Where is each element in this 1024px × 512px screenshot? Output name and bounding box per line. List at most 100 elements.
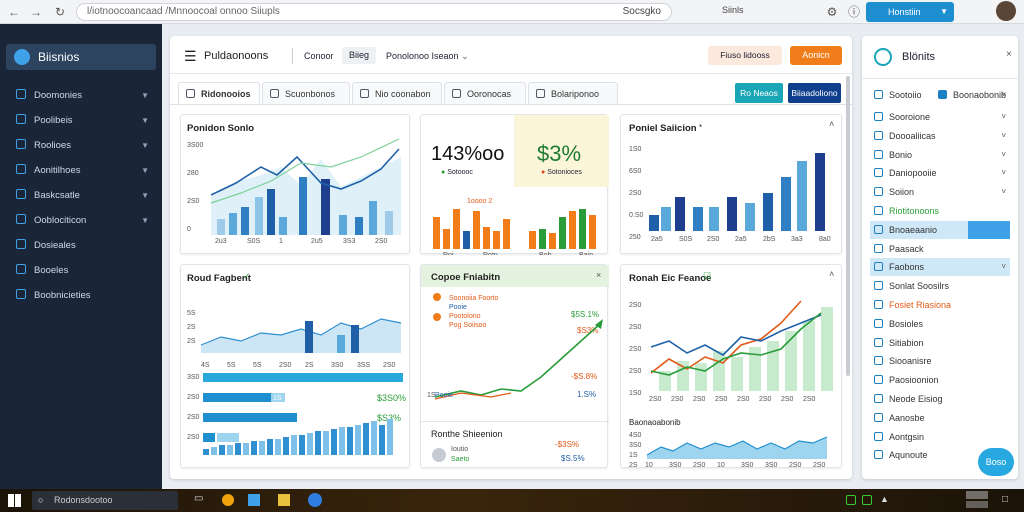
close-icon[interactable]: ×	[1006, 49, 1012, 60]
clock-date[interactable]	[966, 501, 988, 508]
tab-4[interactable]: Ooronocas	[444, 82, 526, 104]
x-tick-label: 3S0	[765, 462, 778, 469]
secondary-tab-button[interactable]: Biiaadoliono	[788, 83, 841, 103]
bar	[731, 357, 743, 391]
explorer-app-icon[interactable]	[248, 494, 260, 506]
settings-icon[interactable]: ⚙	[826, 5, 838, 19]
value-label: -$3S%	[555, 440, 579, 449]
panel-item-8[interactable]: Paasack	[870, 240, 1010, 258]
bar	[299, 177, 307, 235]
sidebar-item-5[interactable]: Baskcsatle ▼	[10, 186, 155, 206]
panel-item-1[interactable]: Sooroione ˅	[870, 108, 1010, 126]
files-app-icon[interactable]	[278, 494, 290, 506]
panel-item-5[interactable]: Soiion ˅	[870, 183, 1010, 201]
action-button[interactable]: Aonicn	[790, 46, 842, 65]
x-tick-label: S0S	[247, 238, 261, 245]
panel-item-19[interactable]: Aqunoute	[870, 446, 1010, 464]
bar	[483, 227, 490, 249]
avatar[interactable]	[996, 1, 1016, 21]
x-tick-label: 2S	[305, 362, 314, 369]
panel-top-item-2[interactable]: Boonaobonib ˅	[934, 86, 1010, 104]
app-brand[interactable]: Biisnios	[6, 44, 156, 70]
item-icon	[874, 168, 883, 178]
sidebar-item-2[interactable]: Poolibeis ▼	[10, 111, 155, 131]
sidebar-item-8[interactable]: Booeles	[10, 261, 155, 281]
x-tick-label: 8a0	[819, 236, 831, 243]
scrollbar[interactable]	[846, 76, 850, 376]
sidebar-item-1[interactable]: Doomonies ▼	[10, 86, 155, 106]
tab-1[interactable]: Ridonooios	[178, 82, 260, 104]
chevron-up-icon[interactable]: ˄	[829, 119, 835, 129]
panel-item-13[interactable]: Sitiabion	[870, 334, 1010, 352]
panel-item-3[interactable]: Bonio ˅	[870, 146, 1010, 164]
header-link-1[interactable]: Conoor	[304, 51, 334, 61]
panel-item-16[interactable]: Neode Eisiog	[870, 390, 1010, 408]
url-bar[interactable]: l/iotnoocoancaad /Mnnoocoal onnoo Siiupl…	[76, 3, 672, 21]
help-fab[interactable]: Boso	[978, 448, 1014, 476]
x-tick-label: 5S	[227, 362, 236, 369]
info-icon[interactable]: ⓘ	[847, 5, 860, 19]
panel-item-2[interactable]: Doooaliicas ˅	[870, 127, 1010, 145]
x-tick-label: 2S0	[693, 396, 706, 403]
x-tick-label: 2bS	[763, 236, 776, 243]
search-button[interactable]: Fiuso lidooss	[708, 46, 782, 65]
sidebar-item-3[interactable]: Roolioes ▼	[10, 136, 155, 156]
tab-5[interactable]: Bolariponoo	[528, 82, 618, 104]
bar	[803, 321, 815, 391]
tab-3[interactable]: Nio coonabon	[352, 82, 442, 104]
sidebar-item-9[interactable]: Boobnicieties	[10, 286, 155, 306]
bar	[279, 217, 287, 235]
item-icon	[874, 375, 883, 385]
windows-start-icon[interactable]	[8, 494, 21, 507]
edge-app-icon[interactable]	[308, 493, 322, 507]
bar	[713, 351, 725, 391]
menu-icon[interactable]: ☰	[184, 48, 197, 64]
panel-item-7[interactable]: Bnoaeaanio	[870, 220, 1010, 239]
primary-tab-button[interactable]: Ro Neaos	[735, 83, 783, 103]
panel-item-label: Doooaliicas	[889, 130, 936, 141]
bar	[579, 209, 586, 249]
panel-item-9[interactable]: Faobons ˅	[870, 258, 1010, 277]
reload-icon[interactable]: ↻	[54, 5, 66, 19]
panel-item-18[interactable]: Aontgsin	[870, 428, 1010, 446]
panel-item-17[interactable]: Aanosbe	[870, 409, 1010, 427]
tray-icon[interactable]	[846, 495, 856, 505]
tray-icon[interactable]	[862, 495, 872, 505]
sidebar-item-6[interactable]: Ooblociticon ▼	[10, 211, 155, 231]
clock-time[interactable]	[966, 491, 988, 499]
panel-item-10[interactable]: Sonlat Soosilrs	[870, 277, 1010, 295]
card-sales-trend: Ponidon Sonlo 3S00 280 2S0 0 2u3 S0S 1 2u5 3S3 2S…	[180, 114, 410, 254]
page-title: Puldaonoons	[204, 50, 269, 62]
task-view-icon[interactable]: ▭	[194, 493, 204, 504]
check-icon: ☑	[703, 271, 712, 281]
panel-item-12[interactable]: Bosioles	[870, 315, 1010, 333]
refresh-icon[interactable]: ◔	[697, 121, 703, 131]
close-icon[interactable]: ×	[596, 270, 602, 280]
panel-item-6[interactable]: Riotitonoons	[870, 202, 1010, 220]
sidebar-item-7[interactable]: Dosieales	[10, 236, 155, 256]
bar	[473, 211, 480, 249]
panel-item-11[interactable]: Fosiet Riasiona	[870, 296, 1010, 314]
tab-2[interactable]: Scuonbonos	[262, 82, 350, 104]
panel-item-15[interactable]: Paosioonion	[870, 371, 1010, 389]
header-dropdown[interactable]: Ponolonoo Iseaon ⌄	[386, 51, 469, 62]
network-icon[interactable]: ▲	[880, 494, 889, 504]
back-icon[interactable]: ←	[8, 5, 20, 19]
panel-item-4[interactable]: Daniopooiie ˅	[870, 164, 1010, 182]
browser-app-icon[interactable]	[222, 494, 234, 506]
sidebar-item-4[interactable]: Aonitilhoes ▼	[10, 161, 155, 181]
taskbar-search[interactable]: ○ Rodonsdootoo	[32, 491, 178, 510]
panel-item-14[interactable]: Siooanisre	[870, 352, 1010, 370]
menu-item-icon	[16, 189, 26, 199]
notifications-icon[interactable]: □	[1002, 494, 1009, 505]
bar	[217, 433, 239, 442]
bar	[331, 429, 337, 455]
header-link-2[interactable]: Biieg	[342, 47, 376, 64]
main-panel: ☰ Puldaonoons Conoor Biieg Ponolonoo Ise…	[170, 36, 852, 479]
panel-top-item-1[interactable]: Sootoiio	[870, 86, 934, 104]
chevron-up-icon[interactable]: ˄	[829, 269, 835, 279]
browser-right-label[interactable]: Siinls	[722, 5, 744, 15]
forward-icon[interactable]: →	[30, 5, 42, 19]
profile-button[interactable]: Honstiin ▼	[866, 2, 954, 22]
profile-label: Honstiin	[888, 7, 921, 17]
